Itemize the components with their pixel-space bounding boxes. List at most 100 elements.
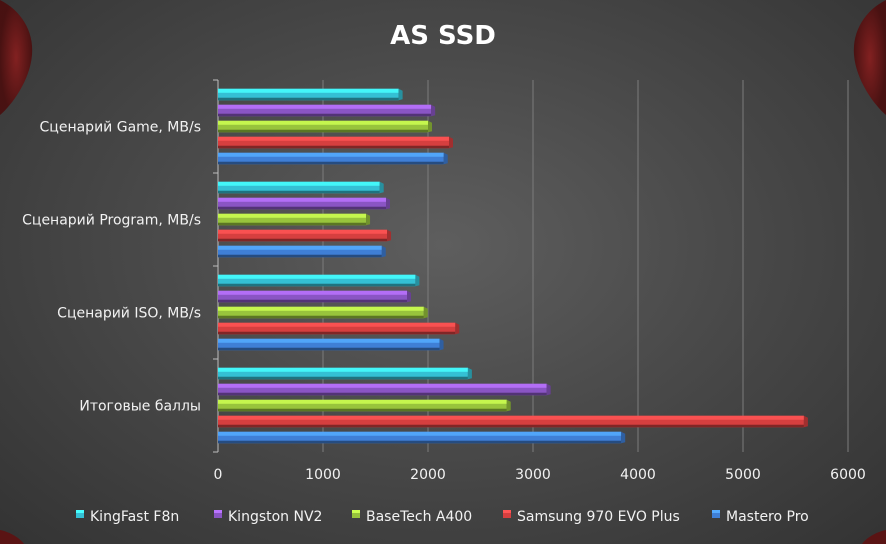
- legend-swatch-highlight: [712, 510, 720, 513]
- x-tick-label: 2000: [410, 467, 446, 483]
- x-tick-label: 5000: [725, 467, 761, 483]
- legend-item: BaseTech A400: [352, 509, 472, 525]
- legend-swatch: [214, 510, 222, 518]
- bar-kingfast-f8n: [218, 181, 384, 194]
- legend-swatch-highlight: [503, 510, 511, 513]
- bar-body: [218, 152, 444, 165]
- bar-shadow: [218, 238, 388, 242]
- bar-highlight: [218, 136, 449, 141]
- bar-highlight: [218, 104, 432, 109]
- bar-samsung-970-evo-plus: [218, 415, 808, 428]
- bar-shadow: [218, 408, 507, 412]
- bar-body: [218, 322, 456, 335]
- bar-shadow: [218, 347, 440, 351]
- x-tick-label: 6000: [830, 467, 866, 483]
- legend-label: Mastero Pro: [726, 509, 809, 525]
- bars-group: [218, 88, 808, 444]
- bar-body: [218, 120, 428, 133]
- bar-end-cap: [431, 104, 436, 117]
- legend: KingFast F8n Kingston NV2 BaseTech A400 Sam…: [76, 509, 809, 525]
- bar-end-cap: [449, 136, 453, 149]
- bar-end-cap: [803, 415, 808, 428]
- x-tick-label: 4000: [620, 467, 656, 483]
- bar-shadow: [218, 190, 380, 194]
- bar-highlight: [218, 306, 424, 311]
- bar-basetech-a400: [218, 120, 432, 133]
- bar-shadow: [218, 113, 432, 117]
- bar-shadow: [218, 424, 804, 428]
- legend-swatch-highlight: [214, 510, 222, 513]
- bar-end-cap: [386, 197, 390, 210]
- bar-highlight: [218, 274, 416, 279]
- bar-body: [218, 213, 367, 226]
- bar-highlight: [218, 431, 622, 436]
- bar-highlight: [218, 383, 547, 388]
- bar-basetech-a400: [218, 399, 511, 412]
- legend-swatch-highlight: [352, 510, 360, 513]
- legend-item: Kingston NV2: [214, 509, 322, 525]
- bar-highlight: [218, 213, 367, 218]
- bar-highlight: [218, 367, 468, 372]
- bar-kingfast-f8n: [218, 367, 472, 380]
- bar-body: [218, 290, 407, 303]
- bar-highlight: [218, 399, 507, 404]
- bar-end-cap: [443, 152, 448, 165]
- legend-item: KingFast F8n: [76, 509, 179, 525]
- legend-swatch: [712, 510, 720, 518]
- bar-highlight: [218, 322, 456, 327]
- bar-shadow: [218, 161, 444, 165]
- bar-body: [218, 431, 622, 444]
- bar-body: [218, 104, 432, 117]
- bar-highlight: [218, 338, 440, 343]
- bar-highlight: [218, 88, 399, 93]
- bar-shadow: [218, 97, 399, 101]
- category-label: Итоговые баллы: [79, 399, 201, 415]
- bar-end-cap: [381, 245, 386, 258]
- legend-label: BaseTech A400: [366, 509, 472, 525]
- bar-kingston-nv2: [218, 383, 551, 396]
- bar-kingston-nv2: [218, 197, 390, 210]
- bar-end-cap: [621, 431, 626, 444]
- bar-shadow: [218, 392, 547, 396]
- bar-body: [218, 338, 440, 351]
- bar-highlight: [218, 197, 386, 202]
- bar-body: [218, 274, 416, 287]
- bar-highlight: [218, 152, 444, 157]
- bar-samsung-970-evo-plus: [218, 229, 392, 242]
- bar-mastero-pro: [218, 431, 626, 444]
- bar-body: [218, 367, 468, 380]
- corner-ornament-bottom-left: [0, 530, 24, 544]
- bar-shadow: [218, 222, 367, 226]
- bar-end-cap: [439, 338, 444, 351]
- bar-highlight: [218, 245, 382, 250]
- category-label: Сценарий Program, MB/s: [22, 213, 201, 229]
- legend-label: Samsung 970 EVO Plus: [517, 509, 680, 525]
- x-tick-label: 1000: [305, 467, 341, 483]
- bar-end-cap: [387, 229, 392, 242]
- bar-end-cap: [546, 383, 551, 396]
- bar-highlight: [218, 229, 388, 234]
- bar-kingston-nv2: [218, 104, 436, 117]
- corner-ornament-bottom-right: [862, 530, 886, 544]
- bar-kingston-nv2: [218, 290, 411, 303]
- bar-mastero-pro: [218, 245, 386, 258]
- bar-shadow: [218, 283, 416, 287]
- bar-end-cap: [415, 274, 420, 287]
- bar-end-cap: [379, 181, 384, 194]
- legend-swatch: [503, 510, 511, 518]
- bar-kingfast-f8n: [218, 274, 420, 287]
- bar-body: [218, 197, 386, 210]
- x-tick-label: 0: [214, 467, 223, 483]
- bar-highlight: [218, 120, 428, 125]
- bar-basetech-a400: [218, 213, 371, 226]
- bar-mastero-pro: [218, 338, 444, 351]
- bar-shadow: [218, 315, 424, 319]
- bar-basetech-a400: [218, 306, 428, 319]
- bar-shadow: [218, 206, 386, 210]
- bar-end-cap: [407, 290, 411, 303]
- legend-swatch: [352, 510, 360, 518]
- bar-shadow: [218, 440, 622, 444]
- category-labels: Сценарий Game, MB/s Сценарий Program, MB/…: [22, 120, 201, 415]
- bar-body: [218, 181, 380, 194]
